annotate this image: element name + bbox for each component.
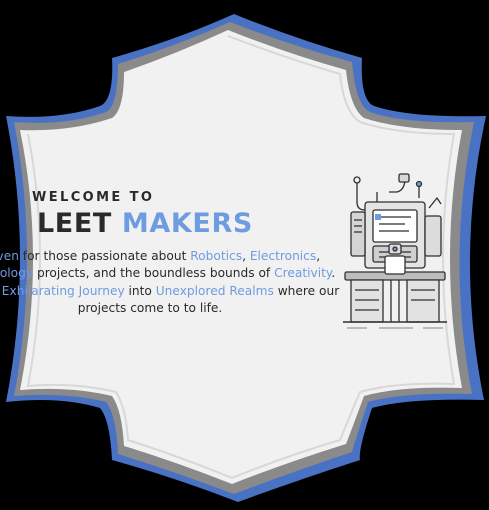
title-part-makers: MAKERS — [121, 208, 253, 239]
drawer-left-lines — [355, 289, 379, 311]
drawer-right-lines — [411, 289, 435, 301]
description-clip: Haven for those passionate about Robotic… — [0, 248, 355, 343]
description-highlight: Creativity — [274, 266, 332, 281]
description-text: . It's an — [331, 266, 336, 281]
description-text: , — [316, 249, 321, 263]
panel-indicator — [375, 214, 381, 220]
robot-body — [384, 255, 406, 275]
title-part-leet: LEET — [37, 208, 112, 239]
description-highlight: Robotics — [190, 249, 243, 263]
site-title: LEET MAKERS — [37, 208, 253, 239]
cable-left — [356, 182, 366, 211]
bench-legs — [390, 280, 400, 322]
antenna-ball — [415, 180, 423, 188]
description-text: , — [242, 249, 250, 263]
description-highlight: Journey — [78, 283, 125, 298]
description-text: projects, and the boundless bounds of — [33, 266, 275, 281]
description-highlight: Electronics — [249, 249, 317, 263]
description-text: where our projects come to to life. — [77, 283, 340, 316]
hero-description: Haven for those passionate about Robotic… — [0, 248, 340, 318]
robot-eye — [392, 246, 398, 252]
description-text: for those passionate about — [18, 249, 191, 263]
side-box-right — [424, 215, 442, 257]
card-shading — [26, 35, 456, 480]
side-module-slots — [354, 219, 362, 233]
plug-top — [398, 173, 410, 183]
description-text: into — [124, 283, 156, 298]
description-highlight: Technology — [0, 266, 34, 281]
drawer-left — [350, 279, 384, 323]
robotics-workbench-illustration — [343, 173, 447, 329]
control-panel — [372, 209, 418, 243]
knob-left — [353, 176, 361, 184]
description-highlight: Unexplored Realms — [155, 283, 274, 298]
side-module — [350, 211, 366, 257]
robot-arm — [428, 197, 442, 209]
welcome-heading: WELCOME TO — [32, 190, 155, 205]
card-face — [20, 30, 462, 484]
drawer-right — [406, 279, 440, 323]
description-highlight: Exhilarating — [1, 283, 75, 298]
